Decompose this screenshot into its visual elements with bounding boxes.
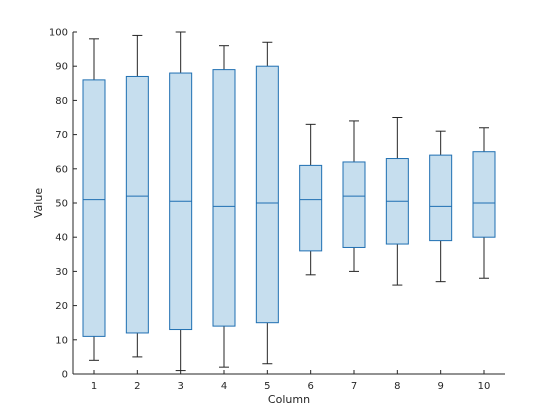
y-tick-label: 60 xyxy=(55,164,68,175)
x-tick-label: 4 xyxy=(221,381,227,392)
box xyxy=(429,154,453,242)
y-tick-label: 80 xyxy=(55,96,68,107)
plot-area xyxy=(82,31,496,372)
x-tick-label: 6 xyxy=(307,381,313,392)
box xyxy=(212,69,236,327)
box xyxy=(125,75,149,334)
y-tick-label: 40 xyxy=(55,233,68,244)
y-tick-label: 50 xyxy=(55,199,68,210)
x-tick-label: 1 xyxy=(91,381,97,392)
x-ticks: 1 2 3 4 5 6 7 8 9 10 xyxy=(91,370,491,392)
box-group-5 xyxy=(255,41,279,365)
y-tick-label: 70 xyxy=(55,130,68,141)
box-group-6 xyxy=(299,123,323,276)
box-group-4 xyxy=(212,45,236,368)
x-tick-label: 10 xyxy=(478,381,491,392)
y-ticks: 0 10 20 30 40 50 60 70 80 90 100 xyxy=(49,28,77,381)
y-axis-title: Value xyxy=(32,188,45,218)
x-tick-label: 9 xyxy=(437,381,443,392)
box-group-3 xyxy=(169,31,193,372)
y-tick-label: 0 xyxy=(62,370,68,381)
x-tick-label: 2 xyxy=(134,381,140,392)
box-group-8 xyxy=(385,117,409,286)
x-tick-label: 7 xyxy=(351,381,357,392)
x-tick-label: 3 xyxy=(177,381,183,392)
x-tick-label: 8 xyxy=(394,381,400,392)
box-group-10 xyxy=(472,127,496,279)
box xyxy=(299,164,323,252)
y-tick-label: 10 xyxy=(55,335,68,346)
box xyxy=(82,79,106,337)
x-tick-label: 5 xyxy=(264,381,270,392)
box-group-9 xyxy=(429,130,453,283)
x-axis-title: Column xyxy=(268,393,310,406)
y-tick-label: 20 xyxy=(55,301,68,312)
y-tick-label: 90 xyxy=(55,62,68,73)
box-group-2 xyxy=(125,34,149,358)
box xyxy=(472,151,496,238)
y-tick-label: 30 xyxy=(55,267,68,278)
box-group-1 xyxy=(82,38,106,361)
box xyxy=(255,65,279,324)
box-group-7 xyxy=(342,120,366,272)
y-tick-label: 100 xyxy=(49,28,68,39)
box xyxy=(342,161,366,248)
